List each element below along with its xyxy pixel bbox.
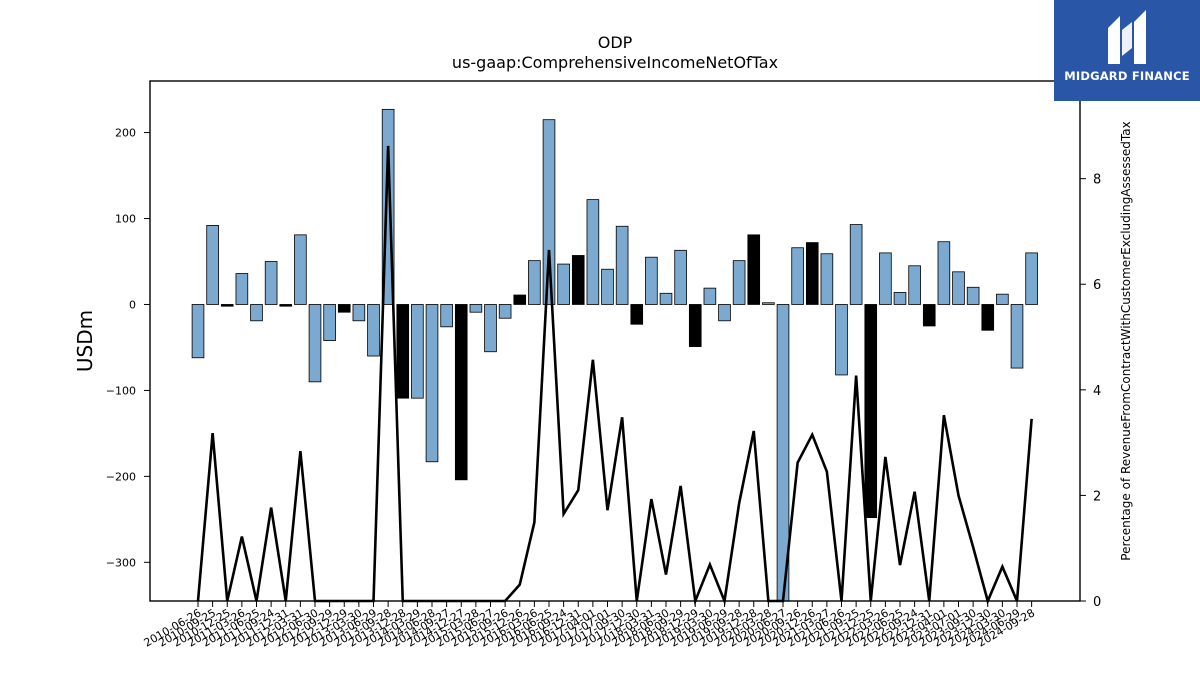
bar [513,294,527,305]
bar [454,304,468,481]
bar [908,265,921,305]
bar [528,260,541,305]
plot-frame [149,80,1081,602]
bar [732,260,746,305]
bar [279,304,293,307]
bar [996,293,1009,305]
y2-tick-label: 0 [1093,595,1101,610]
midgard-logo-icon [1108,10,1146,64]
bar [396,304,410,399]
bar [469,304,483,313]
bar [849,224,863,305]
bar [791,247,804,305]
bar [235,273,249,305]
bar [411,304,424,399]
bar [498,304,512,319]
bar [922,304,936,327]
y-tick-label: 100 [115,213,136,226]
bar [206,224,219,305]
bar [381,108,395,305]
bar [542,119,556,305]
bar [674,249,687,305]
bar [440,304,453,328]
bar [425,304,439,463]
bar [747,234,761,305]
bar [966,286,980,305]
bar [601,268,614,305]
y-axis-left-label: USDm [73,310,97,372]
chart-title: ODP [598,33,633,52]
bar [688,304,702,347]
bar [615,225,629,305]
bar [703,287,717,305]
bar [352,304,366,322]
bar [1010,304,1024,369]
y-tick-label: −300 [106,556,136,569]
bar [367,304,380,357]
bar [893,292,907,305]
bar [762,302,775,305]
bar [484,304,497,353]
y-tick-label: 0 [129,298,136,311]
bar [805,242,819,305]
bar [718,304,731,322]
bar [586,199,600,305]
bar [864,304,878,519]
y-axis-right-label: Percentage of RevenueFromContractWithCus… [1119,121,1133,560]
bar [294,234,307,305]
bar [337,304,351,313]
y-axis-left: −300 −200 −100 0 100 200 [106,127,150,569]
brand-name: MIDGARD FINANCE [1064,69,1190,83]
y-axis-right: 0 2 4 6 8 [1080,173,1101,610]
bar [645,256,658,305]
bar [323,304,336,341]
y2-tick-label: 8 [1093,173,1101,188]
y-tick-label: −200 [106,470,136,483]
brand-logo: MIDGARD FINANCE [1054,0,1200,101]
y-tick-label: 200 [115,127,136,140]
bar [835,304,848,376]
percentage-line [196,145,1033,607]
bar [820,253,834,305]
bar [659,292,673,305]
bar [308,304,322,383]
y-tick-label: −100 [106,384,136,397]
bar [981,304,995,331]
bar [191,304,205,359]
y2-tick-label: 4 [1093,384,1101,399]
y2-tick-label: 6 [1093,278,1101,293]
x-axis: 2010-06-262010-09-252010-12-252011-03-26… [142,601,1037,650]
bar [937,241,951,305]
y2-tick-label: 2 [1093,489,1101,504]
bar [250,304,263,322]
bar-series [191,108,1038,602]
bar [1025,252,1038,305]
plot-area [149,80,1081,607]
bar [630,304,644,325]
chart-subtitle: us-gaap:ComprehensiveIncomeNetOfTax [452,53,778,72]
bar [220,304,234,307]
bar [952,271,965,305]
bar [557,263,570,305]
bar [264,261,278,305]
bar [879,252,892,305]
bar [571,255,585,305]
